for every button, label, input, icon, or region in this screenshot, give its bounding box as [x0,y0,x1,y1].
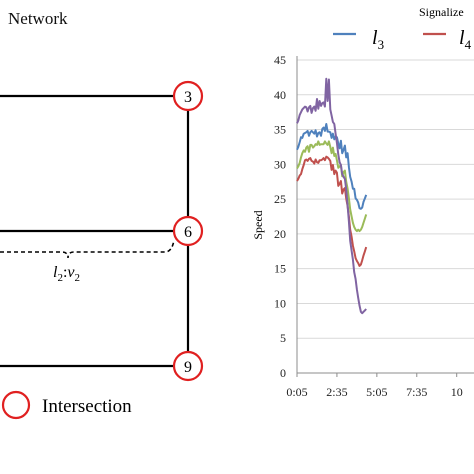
y-tick-label-20: 20 [274,227,286,241]
intersection-marker-6 [172,215,204,247]
x-tick-label-4: 10 [451,385,463,399]
legend-item-l4: l4 [423,27,472,52]
y-tick-label-5: 5 [280,331,286,345]
network-title: Network [8,9,68,28]
intersection-marker-9 [172,350,204,382]
legend-label-l4: l4 [459,27,472,52]
y-tick-label-40: 40 [274,88,286,102]
series-line-series-4 [296,77,367,315]
legend-item-l3: l3 [333,27,384,52]
intersection-legend-icon [1,390,31,420]
chart-title: Signalize [419,5,464,19]
chart-legend: l3 l4 [333,27,472,52]
x-tick-label-0: 0:05 [286,385,307,399]
link-label-sep: : [63,264,67,281]
y-tick-label-35: 35 [274,123,286,137]
y-tick-label-45: 45 [274,53,286,67]
intersection-marker-3 [172,80,204,112]
plot-area: 0 5 10 15 20 25 30 35 40 45 0:05 2:35 5:05 7:35 10 [274,53,474,399]
network-diagram [0,94,190,368]
intersection-legend-label: Intersection [42,396,132,417]
link-label-v-sub: 2 [75,272,81,284]
node-label-9: 9 [184,359,192,376]
node-3: 3 [172,80,204,112]
y-tick-label-0: 0 [280,366,286,380]
legend-label-l3: l3 [372,27,384,52]
x-tick-label-3: 7:35 [406,385,427,399]
link-label-l-sub: 2 [57,272,63,284]
link-label-v: v [67,264,75,281]
node-label-3: 3 [184,89,192,106]
y-tick-label-10: 10 [274,296,286,310]
link-label: l2:v2 [53,264,80,284]
y-tick-label-15: 15 [274,262,286,276]
network-legend: Intersection [1,390,132,420]
x-tick-label-1: 2:35 [326,385,347,399]
series-line-series-3 [296,140,368,233]
y-tick-label-30: 30 [274,157,286,171]
y-tick-label-25: 25 [274,192,286,206]
series-line-l4 [296,155,368,267]
link-path-dashed [0,239,175,259]
link-label-l: l [53,264,58,281]
node-label-6: 6 [184,224,192,241]
x-tick-label-2: 5:05 [366,385,387,399]
y-axis-label: Speed [251,210,265,239]
node-9: 9 [172,350,204,382]
series-line-l3 [296,123,368,210]
node-6: 6 [172,215,204,247]
